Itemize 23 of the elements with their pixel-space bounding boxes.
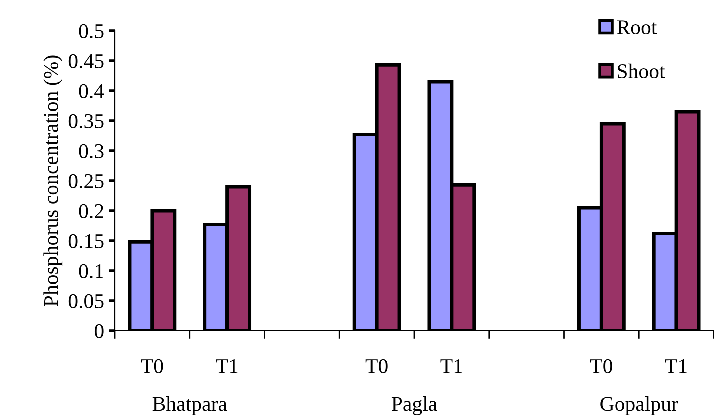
legend-label: Shoot [618, 64, 666, 79]
y-tick-label: 0.15 [68, 234, 104, 249]
y-tick-label: 0.2 [79, 204, 104, 219]
text: Gopalpur [600, 396, 678, 416]
text: Pagla [392, 396, 438, 416]
y-tick-label: 0.5 [79, 24, 104, 39]
y-tick-label: 0 [94, 324, 104, 338]
y-tick-label: 0.4 [79, 84, 104, 99]
y-tick-label: 0.3 [79, 144, 104, 159]
x-tick-label: T1 [440, 359, 462, 374]
x-tick-label: T0 [366, 359, 388, 374]
x-tick-label: T1 [665, 359, 687, 374]
y-tick-label: 0.1 [79, 264, 104, 279]
y-tick-label: 0.05 [68, 294, 104, 309]
legend-label: Root [617, 20, 658, 35]
y-axis-title: Phosphorus concentration (%) [44, 56, 63, 307]
y-tick-label: 0.35 [68, 114, 104, 129]
text: Bhatpara [152, 396, 228, 416]
x-tick-label: T1 [216, 359, 238, 374]
x-tick-label: T0 [141, 359, 164, 374]
y-tick-label: 0.25 [68, 174, 104, 189]
y-tick-label: 0.45 [68, 54, 104, 69]
x-tick-label: T0 [590, 359, 612, 374]
